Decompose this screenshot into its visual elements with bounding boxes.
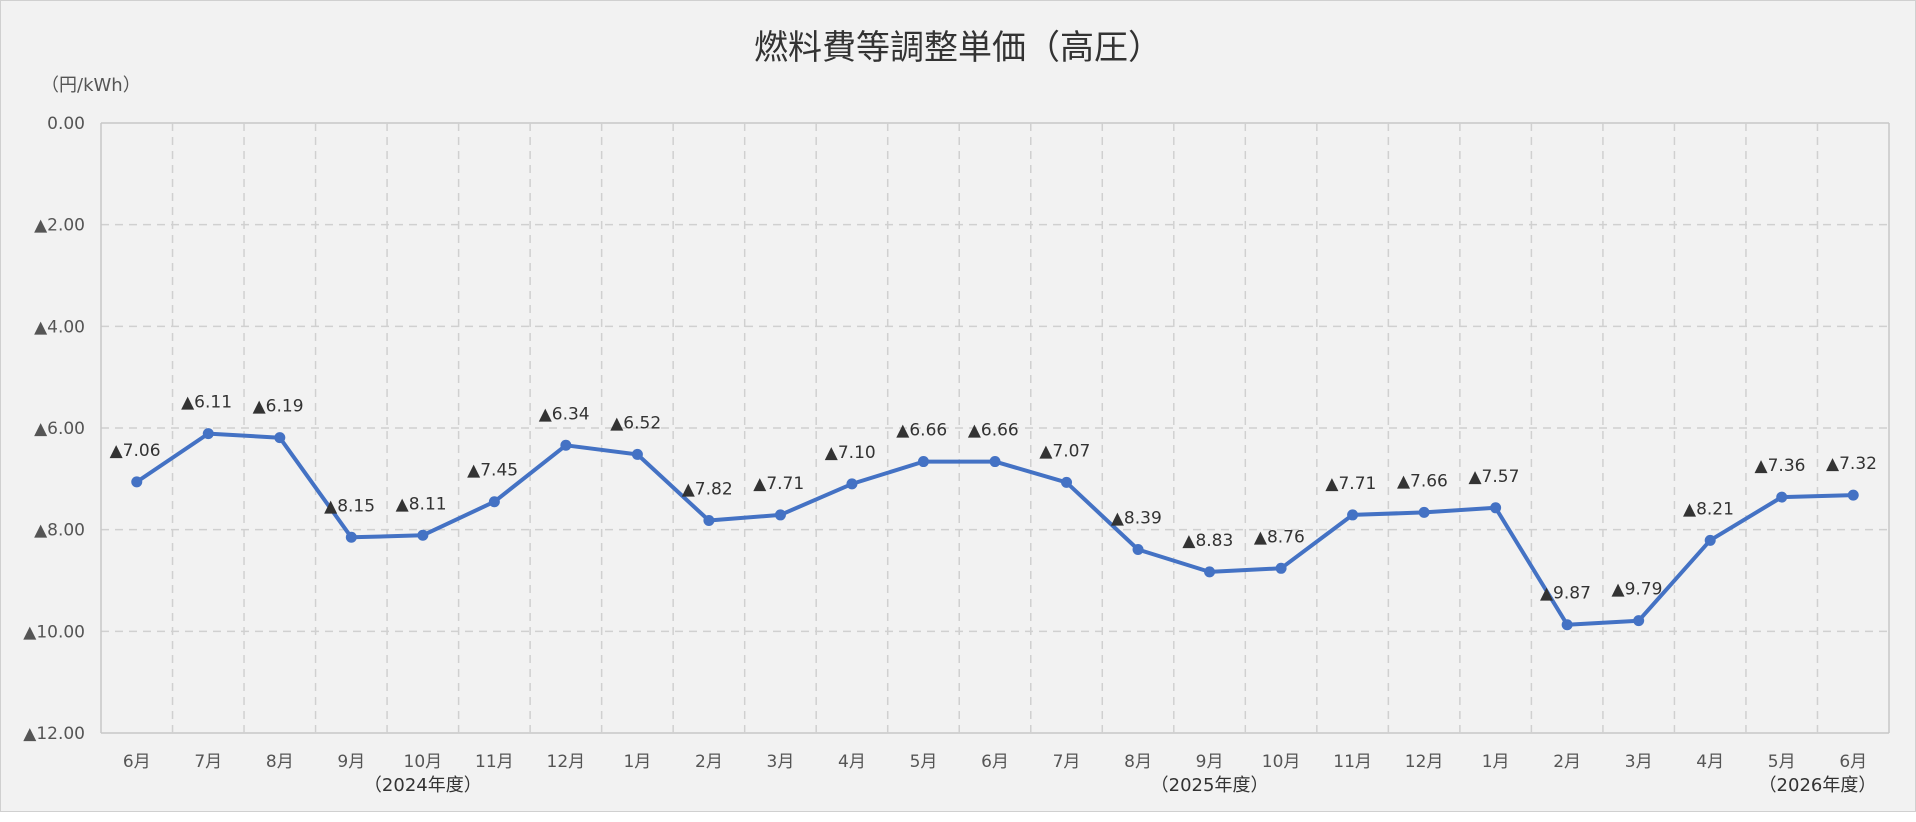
data-point	[1132, 543, 1144, 555]
data-label: ▲9.87	[1540, 584, 1591, 604]
data-point	[1847, 489, 1859, 501]
fiscal-year-label: （2026年度）	[1759, 775, 1877, 796]
data-label: ▲7.71	[753, 474, 804, 494]
data-point	[1561, 619, 1573, 631]
data-point	[846, 478, 858, 490]
data-point	[1704, 534, 1716, 546]
data-label: ▲7.06	[110, 441, 161, 461]
y-tick-label: ▲2.00	[34, 216, 85, 236]
data-point	[131, 476, 143, 488]
x-tick-label: 5月	[910, 752, 938, 772]
data-point	[345, 531, 357, 543]
data-point	[1633, 615, 1645, 627]
data-point	[417, 529, 429, 541]
data-label: ▲6.66	[968, 421, 1019, 441]
y-tick-label: ▲12.00	[23, 724, 85, 744]
x-tick-label: 11月	[1333, 752, 1372, 772]
data-point	[488, 496, 500, 508]
x-tick-label: 11月	[475, 752, 514, 772]
y-tick-label: 0.00	[47, 114, 85, 134]
data-point	[1418, 506, 1430, 518]
data-point	[1061, 476, 1073, 488]
data-label: ▲7.71	[1325, 474, 1376, 494]
y-tick-labels: 0.00 ▲2.00 ▲4.00 ▲6.00 ▲8.00 ▲10.00 ▲12.00	[23, 114, 85, 744]
data-label: ▲8.83	[1182, 531, 1233, 551]
x-tick-label: 7月	[1053, 752, 1081, 772]
x-tick-label: 7月	[194, 752, 222, 772]
x-tick-label: 2月	[695, 752, 723, 772]
x-tick-label: 9月	[337, 752, 365, 772]
y-tick-label: ▲8.00	[34, 521, 85, 541]
data-point	[1204, 566, 1216, 578]
data-label: ▲7.10	[825, 443, 876, 463]
chart-title: 燃料費等調整単価（高圧）	[754, 28, 1162, 68]
x-tick-label: 8月	[266, 752, 294, 772]
x-tick-label: 4月	[1696, 752, 1724, 772]
x-tick-label: 1月	[1482, 752, 1510, 772]
data-point	[560, 439, 572, 451]
x-tick-label: 6月	[1839, 752, 1867, 772]
x-tick-label: 4月	[838, 752, 866, 772]
data-label: ▲7.82	[682, 480, 733, 500]
fiscal-year-label: （2025年度）	[1151, 775, 1269, 796]
data-point	[202, 428, 214, 440]
x-tick-label: 6月	[123, 752, 151, 772]
data-label: ▲7.45	[467, 461, 518, 481]
x-tick-label: 3月	[1625, 752, 1653, 772]
y-tick-label: ▲6.00	[34, 419, 85, 439]
data-point	[1347, 509, 1359, 521]
data-label: ▲8.15	[324, 496, 375, 516]
x-tick-label: 6月	[981, 752, 1009, 772]
data-label: ▲8.11	[396, 494, 447, 514]
data-label: ▲6.34	[539, 404, 590, 424]
x-tick-label: 9月	[1196, 752, 1224, 772]
data-point	[774, 509, 786, 521]
x-tick-label: 1月	[623, 752, 651, 772]
x-tick-label: 12月	[1405, 752, 1444, 772]
y-tick-label: ▲4.00	[34, 317, 85, 337]
data-label: ▲9.79	[1612, 580, 1663, 600]
x-tick-label: 10月	[1262, 752, 1301, 772]
x-tick-labels: 6月 7月 8月 9月 10月 11月 12月 1月 2月 3月 4月 5月 6月 7月 8月 9月 10月 11…	[123, 752, 1867, 772]
data-labels: ▲7.06 ▲6.11 ▲6.19 ▲8.15 ▲8.11 ▲7.45 ▲6.34 ▲6.52…	[110, 393, 1877, 604]
data-point	[1776, 491, 1788, 503]
x-tick-label: 8月	[1124, 752, 1152, 772]
y-unit-label: （円/kWh）	[41, 75, 141, 96]
data-point	[917, 456, 929, 468]
data-label: ▲6.66	[896, 421, 947, 441]
data-label: ▲8.76	[1254, 527, 1305, 547]
data-label: ▲7.57	[1468, 467, 1519, 487]
data-label: ▲7.07	[1039, 441, 1090, 461]
data-label: ▲8.21	[1683, 499, 1734, 519]
data-label: ▲6.11	[181, 393, 232, 413]
data-point	[1275, 562, 1287, 574]
data-label: ▲7.36	[1755, 456, 1806, 476]
data-point	[1490, 502, 1502, 514]
fiscal-year-label: （2024年度）	[364, 775, 482, 796]
x-tick-label: 2月	[1553, 752, 1581, 772]
x-tick-label: 10月	[404, 752, 443, 772]
data-label: ▲7.32	[1826, 454, 1877, 474]
data-label: ▲7.66	[1397, 471, 1448, 491]
x-tick-label: 3月	[767, 752, 795, 772]
data-label: ▲6.19	[253, 397, 304, 417]
data-point	[631, 448, 643, 460]
data-point	[703, 515, 715, 527]
data-label: ▲8.39	[1111, 508, 1162, 528]
data-point	[274, 432, 286, 444]
x-tick-label: 12月	[547, 752, 586, 772]
grid-layer	[100, 122, 1890, 734]
fiscal-year-labels: （2024年度） （2025年度） （2026年度）	[364, 775, 1876, 796]
series-layer	[131, 428, 1859, 631]
y-tick-label: ▲10.00	[23, 622, 85, 642]
data-point	[989, 456, 1001, 468]
x-tick-label: 5月	[1768, 752, 1796, 772]
data-label: ▲6.52	[610, 413, 661, 433]
